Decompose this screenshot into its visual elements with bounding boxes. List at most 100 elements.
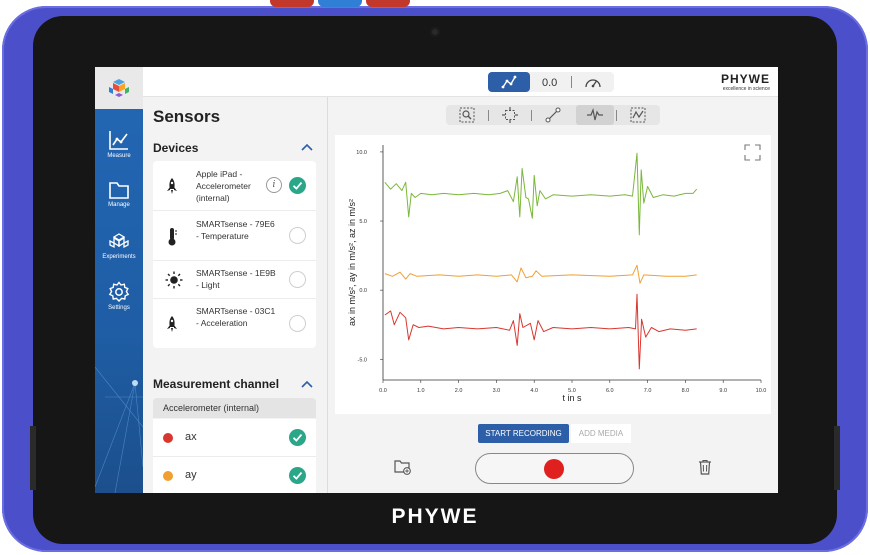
side-button xyxy=(30,426,36,490)
device-row[interactable]: Apple iPad - Accelerometer (internal) i xyxy=(153,161,316,211)
rocket-icon xyxy=(167,316,177,332)
sun-icon xyxy=(165,271,183,289)
nav-item-measure[interactable]: Measure xyxy=(95,129,143,159)
line-tool-icon xyxy=(545,107,561,123)
zoom-region-icon xyxy=(459,107,475,123)
series-line-2 xyxy=(384,293,697,370)
add-media-tab[interactable]: ADD MEDIA xyxy=(571,424,631,443)
experiments-icon xyxy=(109,233,129,249)
checkmark-icon[interactable] xyxy=(289,177,306,194)
logo-text: PHYWE xyxy=(720,72,770,86)
channel-row[interactable]: ay xyxy=(153,457,316,493)
divider xyxy=(571,76,572,88)
delete-button[interactable] xyxy=(698,459,712,480)
y-tick-label: 0.0 xyxy=(359,288,367,294)
side-button xyxy=(834,426,840,490)
divider xyxy=(531,110,532,121)
device-name: Apple iPad - Accelerometer (internal) xyxy=(196,169,251,203)
graph-icon xyxy=(109,131,128,150)
gauge-mode-button[interactable] xyxy=(584,75,602,94)
nav-label: Measure xyxy=(107,153,131,159)
nav-item-settings[interactable]: Settings xyxy=(95,281,143,311)
x-tick-label: 10.0 xyxy=(756,388,767,394)
nav-label: Settings xyxy=(108,305,130,311)
chart-panel: 0.0 1.0 2.0 3.0 4.0 5.0 6.0 7.0 8.0 9.0 10.0 10.0 5.… xyxy=(335,135,771,414)
signal-icon xyxy=(587,108,603,121)
series-line-0 xyxy=(384,152,698,236)
x-axis-label: t in s xyxy=(562,393,582,403)
fullscreen-icon[interactable] xyxy=(744,144,761,161)
x-tick-label: 9.0 xyxy=(719,388,727,394)
hardware-button xyxy=(366,0,410,7)
chevron-up-icon[interactable] xyxy=(301,380,313,388)
nav-background-pattern xyxy=(95,366,143,493)
device-row[interactable]: SMARTsense - 1E9B - Light xyxy=(153,261,316,299)
x-tick-label: 6.0 xyxy=(606,388,614,394)
y-tick-label: 5.0 xyxy=(359,219,367,225)
checkmark-icon[interactable] xyxy=(289,429,306,446)
y-tick-label: 10.0 xyxy=(356,150,367,156)
checkmark-icon[interactable] xyxy=(289,467,306,484)
app-screen: Measure Manage Experiments Settings xyxy=(95,67,778,493)
app-logo[interactable] xyxy=(95,67,143,109)
curve-fit-button[interactable] xyxy=(619,105,657,125)
x-tick-label: 4.0 xyxy=(530,388,538,394)
series-line-1 xyxy=(384,264,697,284)
app-logo-icon xyxy=(109,79,129,97)
device-row[interactable]: SMARTsense - 03C1 - Acceleration xyxy=(153,299,316,348)
x-tick-label: 0.0 xyxy=(379,388,387,394)
device-name: SMARTsense - 1E9B - Light xyxy=(196,268,276,290)
nav-label: Experiments xyxy=(102,254,136,260)
x-tick-label: 8.0 xyxy=(682,388,690,394)
hardware-button xyxy=(318,0,362,7)
unchecked-circle-icon[interactable] xyxy=(289,227,306,244)
sensors-panel: Sensors Devices Apple iPad - Acceleromet… xyxy=(143,97,328,493)
digital-display-value[interactable]: 0.0 xyxy=(542,77,558,89)
graph-mode-button[interactable] xyxy=(488,72,530,92)
unchecked-circle-icon[interactable] xyxy=(289,315,306,332)
mode-switch: 0.0 xyxy=(488,72,614,92)
phywe-logo: PHYWE excellence in science xyxy=(721,72,770,92)
signal-analysis-button[interactable] xyxy=(576,105,614,125)
x-tick-label: 2.0 xyxy=(455,388,463,394)
info-icon[interactable]: i xyxy=(266,177,282,193)
device-name: SMARTsense - 79E6 - Temperature xyxy=(196,219,275,241)
divider xyxy=(488,110,489,121)
camera-icon xyxy=(430,27,440,37)
graph-mode-icon xyxy=(501,75,517,89)
nav-label: Manage xyxy=(108,202,130,208)
device-name: SMARTsense - 03C1 - Acceleration xyxy=(196,306,276,328)
chart-toolbar xyxy=(446,105,660,125)
channel-group-header: Accelerometer (internal) xyxy=(153,398,316,418)
device-row[interactable]: SMARTsense - 79E6 - Temperature xyxy=(153,211,316,261)
folder-add-icon xyxy=(394,460,411,475)
chevron-up-icon[interactable] xyxy=(301,143,313,151)
zoom-region-button[interactable] xyxy=(448,105,486,125)
nav-item-manage[interactable]: Manage xyxy=(95,180,143,208)
unchecked-circle-icon[interactable] xyxy=(289,271,306,288)
trash-icon xyxy=(699,459,711,475)
line-chart[interactable]: 0.0 1.0 2.0 3.0 4.0 5.0 6.0 7.0 8.0 9.0 10.0 10.0 5.… xyxy=(335,135,771,414)
nav-item-experiments[interactable]: Experiments xyxy=(95,232,143,260)
x-tick-label: 7.0 xyxy=(644,388,652,394)
line-tool-button[interactable] xyxy=(534,105,572,125)
divider xyxy=(616,110,617,121)
start-recording-tab[interactable]: START RECORDING xyxy=(478,424,569,443)
channel-color-dot xyxy=(163,433,173,443)
channel-name: ay xyxy=(185,469,197,481)
record-bar xyxy=(475,453,634,484)
x-tick-label: 5.0 xyxy=(568,388,576,394)
x-tick-label: 1.0 xyxy=(417,388,425,394)
save-folder-button[interactable] xyxy=(394,459,412,480)
channel-row[interactable]: ax xyxy=(153,419,316,457)
channel-color-dot xyxy=(163,471,173,481)
hardware-button xyxy=(270,0,314,7)
panel-title: Sensors xyxy=(153,107,221,126)
thermometer-icon xyxy=(168,228,177,246)
measurement-area: 0.0 1.0 2.0 3.0 4.0 5.0 6.0 7.0 8.0 9.0 10.0 10.0 5.… xyxy=(328,97,778,493)
rocket-icon xyxy=(167,178,177,194)
top-bar: 0.0 PHYWE excellence in science xyxy=(143,67,778,97)
y-axis-label: ax in m/s², ay in m/s², az in m/s² xyxy=(347,199,357,326)
record-button[interactable] xyxy=(544,459,564,479)
fit-view-button[interactable] xyxy=(491,105,529,125)
